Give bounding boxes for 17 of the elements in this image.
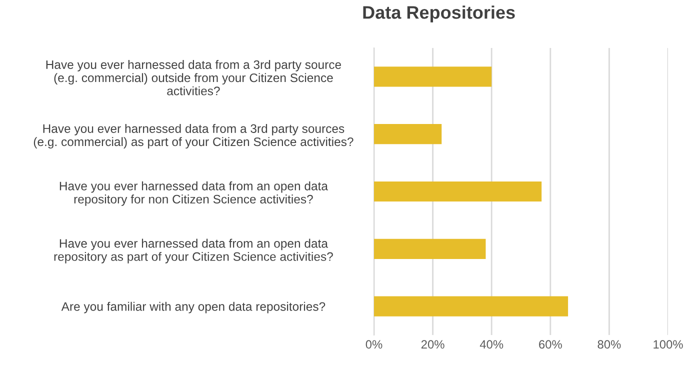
y-tick-label: Are you familiar with any open data repositories?: [61, 302, 326, 314]
x-tick-label: 60%: [539, 340, 562, 349]
bar: [374, 181, 542, 202]
x-tick-label: 80%: [598, 340, 621, 349]
x-tick-label: 20%: [421, 340, 444, 349]
x-tick-label: 40%: [480, 340, 504, 349]
y-tick-label: Have you ever harnessed data from a 3rd party source (e.g. commercial) outside from your Citizen Science activities?: [46, 60, 342, 96]
bar: [374, 238, 486, 259]
bar: [374, 296, 568, 316]
x-tick-label: 0%: [366, 340, 382, 349]
chart-title: Data Repositories: [363, 6, 515, 22]
bar: [374, 66, 492, 87]
y-tick-label: Have you ever harnessed data from an open data repository as part of your Citizen Science activities?: [54, 238, 333, 264]
y-tick-label: Have you ever harnessed data from an open data repository for non Citizen Science activities?: [60, 181, 328, 206]
x-tick-label: 100%: [654, 340, 683, 349]
y-tick-label: Have you ever harnessed data from a 3rd party sources (e.g. commercial) as part of your Citizen Science activities?: [34, 124, 354, 149]
bar: [374, 124, 442, 144]
